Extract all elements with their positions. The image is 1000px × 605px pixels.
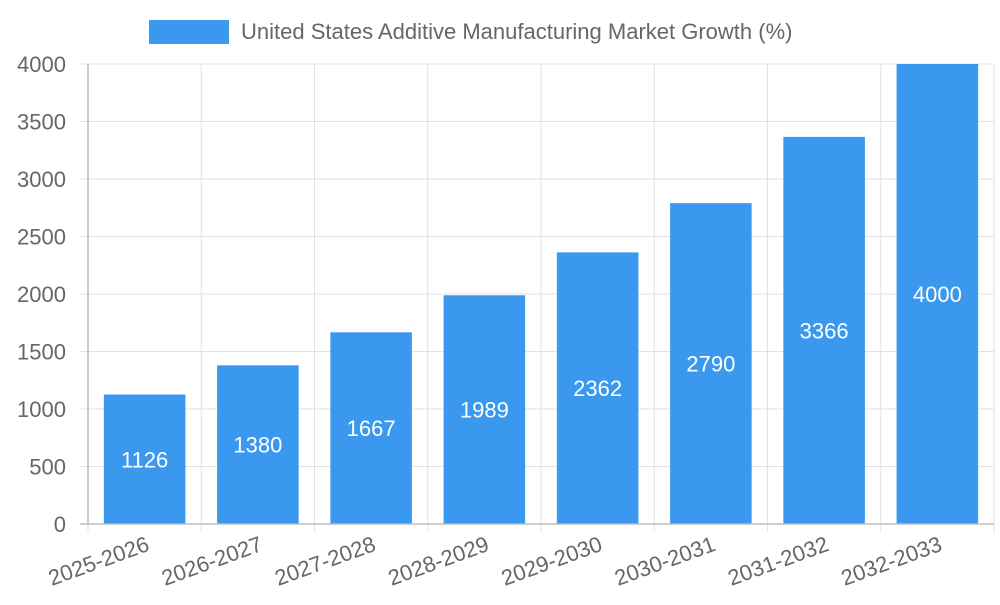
bar [783, 136, 865, 524]
bar [443, 295, 526, 524]
legend-label: United States Additive Manufacturing Mar… [241, 19, 792, 44]
axes [80, 64, 994, 525]
x-tick-label: 2030-2031 [611, 531, 718, 590]
bar-value-label: 1989 [460, 398, 509, 423]
bar [103, 394, 186, 524]
x-tick-label: 2026-2027 [158, 531, 265, 590]
bar-value-labels: 1126 1380 1667 1989 2362 2790 3366 4000 [121, 282, 962, 472]
bar [330, 332, 412, 524]
bar [670, 203, 752, 524]
x-tick-label: 2027-2028 [271, 531, 378, 590]
x-axis-tick-labels: 2025-2026 2026-2027 2027-2028 2028-2029 2029… [45, 531, 945, 590]
y-tick-label: 3500 [17, 110, 66, 135]
x-tick-label: 2032-2033 [838, 531, 945, 590]
bar-value-label: 3366 [800, 318, 849, 343]
y-tick-label: 0 [54, 512, 66, 537]
legend: United States Additive Manufacturing Mar… [149, 19, 792, 44]
y-tick-label: 2500 [17, 225, 66, 250]
y-tick-label: 2000 [17, 282, 66, 307]
y-axis-tick-labels: 0 500 1000 1500 2000 2500 3000 3500 4000 [17, 52, 66, 537]
bar-value-label: 2362 [573, 376, 622, 401]
bar-value-label: 1380 [233, 433, 282, 458]
x-tick-label: 2031-2032 [724, 531, 831, 590]
bar-value-label: 1667 [347, 416, 396, 441]
bar [217, 365, 299, 524]
legend-swatch [149, 20, 229, 44]
bar [896, 64, 979, 524]
y-tick-label: 4000 [17, 52, 66, 77]
bars [103, 64, 979, 524]
y-tick-label: 3000 [17, 167, 66, 192]
bar-value-label: 1126 [121, 447, 168, 472]
bar-value-label: 4000 [913, 282, 962, 307]
x-tick-label: 2029-2030 [498, 531, 605, 590]
vertical-gridlines [87, 64, 995, 532]
x-tick-label: 2028-2029 [385, 531, 492, 590]
x-tick-label: 2025-2026 [45, 531, 152, 590]
y-tick-label: 1500 [17, 340, 66, 365]
bar [556, 252, 639, 524]
bar-value-label: 2790 [686, 352, 735, 377]
y-tick-label: 500 [29, 455, 66, 480]
y-tick-label: 1000 [17, 397, 66, 422]
